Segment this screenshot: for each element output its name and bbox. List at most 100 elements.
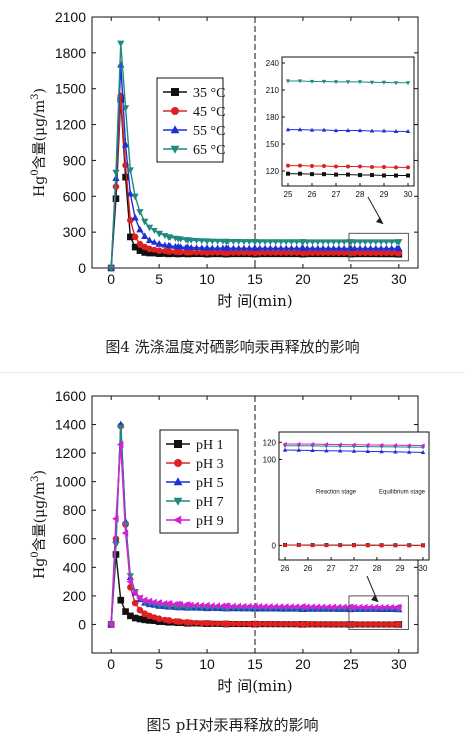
inset-data-point [296, 447, 301, 452]
data-point [272, 244, 279, 251]
data-point [288, 244, 295, 251]
data-point [309, 249, 316, 256]
inset-x-tick-label: 25 [284, 190, 293, 199]
data-point [341, 621, 348, 628]
x-axis-label: 时 间(min) [217, 292, 292, 310]
data-point [135, 594, 143, 602]
x-tick-label: 20 [295, 656, 311, 672]
y-axis-label-part: ) [32, 88, 48, 93]
inset-arrow-line [366, 575, 379, 603]
data-point [127, 612, 134, 620]
data-point [304, 621, 311, 628]
legend-marker [173, 497, 183, 506]
data-point [251, 249, 258, 256]
inset-data-point [393, 543, 398, 548]
inset-data-point [406, 173, 410, 178]
data-point [267, 249, 274, 256]
data-point [250, 603, 257, 610]
inset-data-point [405, 129, 411, 133]
data-point [361, 239, 369, 246]
y-tick-label: 1000 [55, 474, 86, 490]
data-point [136, 209, 144, 216]
data-point [230, 244, 237, 251]
data-point [117, 424, 125, 432]
data-point [117, 40, 125, 48]
inset-arrow-head [371, 595, 378, 602]
section-separator [0, 372, 465, 373]
y-axis-label: Hg0含量(μg/m3) [30, 88, 48, 197]
data-point [145, 224, 154, 232]
y-axis-label-part: Hg [32, 176, 48, 197]
data-point [136, 225, 144, 233]
data-point [367, 244, 374, 251]
data-point [330, 244, 337, 251]
data-point [150, 598, 157, 606]
data-point [121, 529, 129, 537]
data-point [320, 621, 327, 628]
data-point [177, 618, 184, 625]
data-point [219, 249, 226, 256]
data-point [378, 621, 385, 628]
data-point [156, 231, 163, 238]
data-point [187, 243, 195, 250]
inset-data-point [282, 441, 287, 447]
y-tick-label: 800 [63, 502, 87, 518]
data-point [277, 621, 284, 628]
legend-label: 45 °C [193, 105, 225, 120]
y-axis-label-part: 0 [30, 169, 41, 175]
data-point [251, 239, 258, 246]
x-tick-label: 20 [295, 271, 311, 287]
data-point [203, 244, 211, 251]
inset-data-point [310, 448, 315, 453]
data-point [121, 105, 130, 112]
data-point [293, 621, 300, 628]
inset-y-tick-label: 120 [263, 438, 277, 447]
data-point [166, 600, 173, 607]
data-point [245, 602, 252, 610]
y-tick-label: 200 [63, 588, 87, 604]
data-point [256, 621, 263, 628]
data-point [335, 244, 343, 251]
inset-data-point [322, 164, 326, 169]
legend-marker [173, 515, 182, 525]
data-point [388, 621, 395, 628]
data-point [372, 244, 380, 251]
data-point [240, 239, 248, 246]
legend-marker [171, 88, 179, 96]
data-point [314, 244, 322, 251]
data-point [383, 250, 390, 257]
x-tick-label: 25 [343, 271, 359, 287]
inset-data-point [285, 127, 291, 132]
inset-data-point [352, 543, 356, 548]
inset-data-point [382, 173, 386, 178]
data-point [314, 249, 321, 256]
data-point [193, 237, 200, 244]
data-point [161, 233, 169, 240]
data-point [324, 603, 331, 611]
data-point [351, 250, 358, 257]
data-point [140, 596, 148, 604]
data-point [127, 233, 134, 241]
data-point [308, 603, 315, 611]
data-point [131, 243, 139, 251]
data-point [161, 599, 168, 607]
figure-5-caption: 图5 pH对汞再释放的影响 [146, 716, 319, 734]
inset-x-tick-label: 29 [396, 564, 405, 573]
data-point [224, 602, 231, 610]
data-point [117, 596, 125, 604]
data-point [187, 601, 194, 609]
data-point [167, 248, 174, 255]
data-point [230, 620, 237, 627]
data-point [146, 249, 153, 257]
inset-data-point [297, 127, 303, 132]
data-point [182, 601, 189, 608]
data-point [325, 239, 332, 246]
data-point [245, 244, 253, 251]
data-point [377, 244, 385, 251]
data-point [356, 239, 364, 246]
data-point [356, 244, 364, 251]
inset-frame [278, 431, 430, 561]
data-point [198, 620, 205, 627]
data-point [361, 603, 368, 611]
data-point [320, 249, 327, 256]
